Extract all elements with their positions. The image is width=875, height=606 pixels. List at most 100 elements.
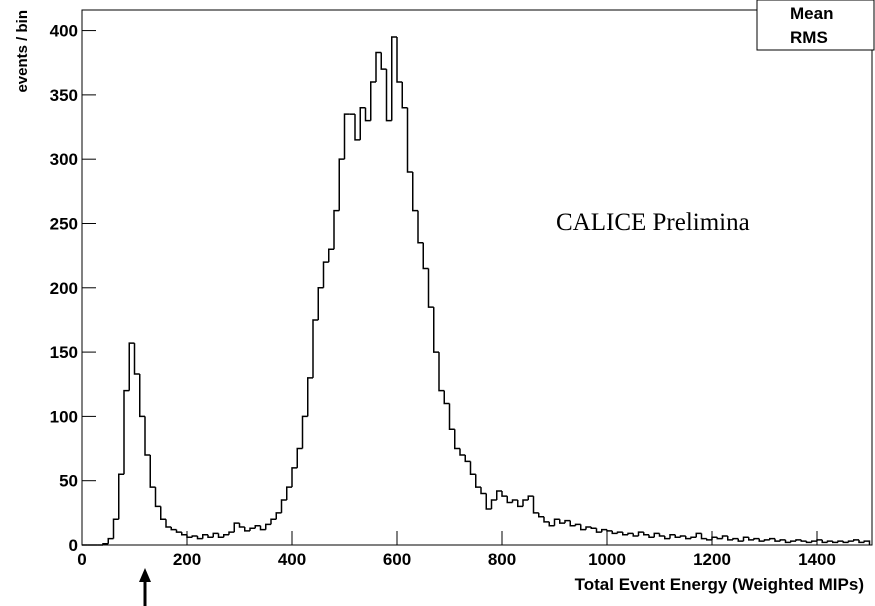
histogram-bin [580, 524, 586, 531]
histogram-bin [191, 535, 198, 538]
y-axis-label: events / bin [14, 10, 31, 93]
histogram-bin [359, 106, 366, 140]
histogram-bin [144, 416, 151, 456]
histogram-bin [832, 541, 838, 544]
histogram-bin [448, 403, 455, 431]
histogram-bin [170, 526, 177, 531]
histogram-bin [270, 518, 277, 525]
histogram-bin [286, 486, 292, 500]
histogram-bin [427, 268, 434, 308]
histogram-bin [532, 496, 539, 514]
histogram-bin [370, 81, 376, 121]
histogram-bin [496, 490, 502, 500]
histogram-bin [433, 307, 439, 353]
histogram-bin [627, 532, 634, 535]
histogram-bin [233, 522, 240, 533]
histogram-bin [254, 524, 261, 529]
histogram-bin [391, 36, 397, 121]
plot-frame [81, 9, 873, 546]
histogram-bin [774, 538, 781, 542]
histogram-bin [165, 519, 172, 528]
histogram-bin [249, 527, 256, 531]
histogram-bin [737, 538, 744, 542]
histogram-bin [742, 536, 749, 542]
histogram-bin [375, 51, 382, 83]
histogram-bin [501, 490, 508, 497]
histogram-bin [312, 319, 319, 378]
histogram-bin [753, 537, 760, 540]
histogram-bin [307, 377, 313, 417]
x-tick-label: 200 [173, 550, 201, 569]
y-tick-label: 0 [69, 536, 78, 555]
histogram-bin [506, 496, 513, 504]
histogram-bin [538, 512, 544, 518]
histogram-bin [296, 447, 303, 468]
histogram-bin [212, 532, 219, 538]
histogram-bin [648, 534, 655, 539]
histogram-bin [385, 69, 392, 122]
histogram-bin [690, 536, 697, 539]
histogram-bin [207, 534, 214, 539]
histogram-bin [842, 541, 849, 544]
x-tick-label: 1000 [588, 550, 626, 569]
histogram-bin [149, 454, 156, 488]
stats-label: Mean [790, 4, 833, 23]
y-tick-label: 100 [50, 407, 78, 426]
histogram-bin [706, 538, 712, 541]
histogram-bin [559, 519, 565, 524]
histogram-bin [548, 521, 555, 527]
histogram-bin [364, 107, 371, 122]
histogram-bin [102, 542, 109, 545]
histogram-bin [490, 499, 497, 509]
histogram-bin [154, 487, 161, 508]
histogram-bin [826, 540, 833, 543]
y-tick-label: 200 [50, 279, 78, 298]
histogram-bin [858, 539, 865, 544]
histogram-bin [553, 518, 560, 526]
histogram-bin [658, 533, 665, 537]
histogram-bin [412, 172, 418, 212]
histogram-bin [569, 520, 576, 527]
histogram-bin [674, 534, 681, 539]
histogram-bin [748, 537, 754, 541]
histogram-bin [669, 533, 676, 539]
stats-label: RMS [790, 28, 828, 47]
histogram-bin [343, 113, 350, 160]
histogram-bin [805, 541, 812, 544]
histogram-bin [475, 474, 481, 488]
histogram-bin [543, 516, 550, 523]
histogram-bin [779, 539, 786, 542]
histogram-bin [328, 248, 334, 263]
histogram-bin [333, 209, 340, 250]
y-tick-label: 150 [50, 343, 78, 362]
histogram-bin [396, 37, 403, 83]
histogram-bin [175, 529, 182, 533]
y-tick-label: 400 [50, 22, 78, 41]
histogram-bin [632, 533, 639, 537]
histogram-bin [354, 114, 361, 141]
histogram-bin [244, 526, 250, 532]
x-tick-label: 800 [488, 550, 516, 569]
histogram-bin [401, 82, 408, 109]
histogram-bin [417, 210, 424, 244]
histogram-bin [301, 415, 308, 449]
histogram-bin [238, 523, 245, 528]
histogram-bin [637, 531, 644, 536]
histogram-bin [422, 242, 429, 270]
histogram-bin [438, 352, 445, 392]
histogram-bin [469, 461, 476, 476]
histogram-bin [711, 536, 718, 540]
histogram-bin [259, 525, 266, 531]
histogram-bin [217, 533, 224, 539]
histogram-bin [181, 532, 187, 536]
histogram-bin [585, 526, 592, 530]
histogram-bin [769, 537, 775, 540]
histogram-bin [685, 535, 691, 540]
histogram-bin [454, 429, 460, 450]
histogram-bin [821, 539, 828, 544]
histogram-bin [275, 512, 282, 520]
histogram-bin [280, 499, 287, 513]
histogram-bin [695, 532, 702, 538]
arrow-head [139, 568, 151, 582]
histogram-bin [732, 537, 739, 540]
